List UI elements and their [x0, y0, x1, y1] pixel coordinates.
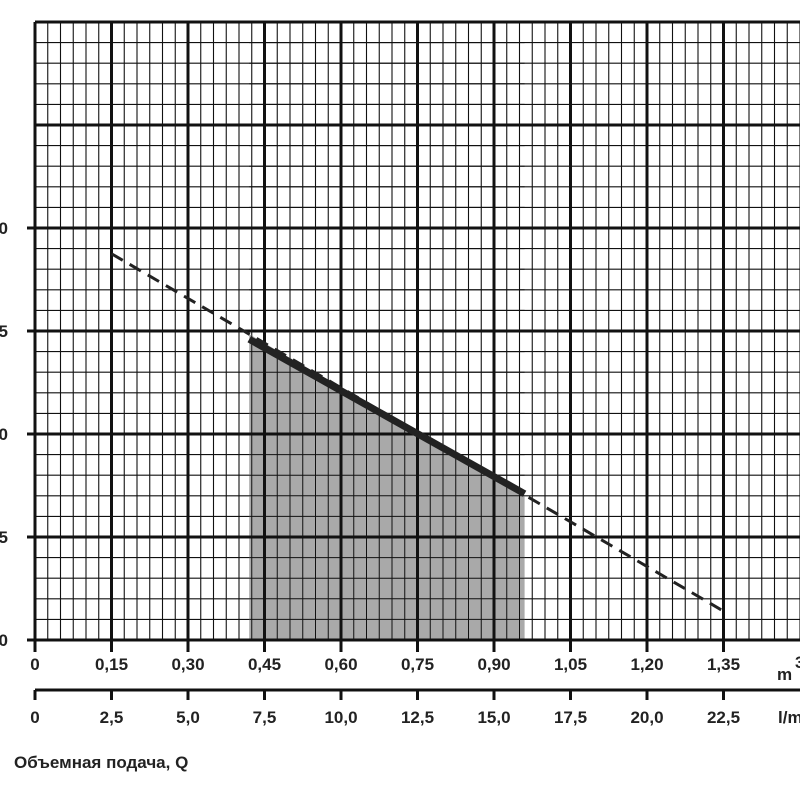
x-tick-label-lmin: 0	[30, 708, 39, 727]
x-tick-label-lmin: 12,5	[401, 708, 434, 727]
x-tick-label-lmin: 2,5	[100, 708, 124, 727]
axis-layer	[27, 22, 800, 700]
x-axis-title: Объемная подача, Q	[14, 753, 188, 772]
shaded-operating-region	[249, 334, 525, 640]
x-tick-label-m3: 1,20	[630, 655, 663, 674]
x-tick-label-m3: 1,05	[554, 655, 587, 674]
tick-labels-layer: 0 0,15 0,30 0,45 0,60 0,75 0,90 1,05 1,20 1,35 0 2,…	[0, 219, 800, 727]
series-layer	[110, 252, 725, 613]
x-tick-label-m3: 0,90	[477, 655, 510, 674]
x-unit-label-m3: m	[777, 665, 792, 684]
x-tick-label-m3: 0	[30, 655, 39, 674]
y-tick-label: 0	[0, 631, 8, 650]
x-tick-label-lmin: 7,5	[253, 708, 277, 727]
x-tick-label-lmin: 20,0	[630, 708, 663, 727]
x-tick-label-lmin: 15,0	[477, 708, 510, 727]
x-tick-label-m3: 0,15	[95, 655, 128, 674]
y-tick-label: 0	[0, 425, 8, 444]
major-grid	[33, 20, 800, 642]
y-tick-label: 5	[0, 322, 8, 341]
x-tick-label-m3: 0,30	[171, 655, 204, 674]
x-tick-label-m3: 1,35	[707, 655, 740, 674]
y-tick-label: 0	[0, 219, 8, 238]
x-tick-label-lmin: 17,5	[554, 708, 587, 727]
x-tick-label-lmin: 22,5	[707, 708, 740, 727]
dashed-curve-line	[110, 252, 725, 613]
x-tick-label-lmin: 5,0	[176, 708, 200, 727]
x-unit-superscript: 3	[795, 653, 800, 672]
operating-curve-line	[247, 336, 527, 497]
x-tick-label-lmin: 10,0	[324, 708, 357, 727]
x-tick-label-m3: 0,45	[248, 655, 281, 674]
x-unit-label-lmin: l/m	[778, 708, 800, 727]
y-tick-label: 5	[0, 528, 8, 547]
x-tick-label-m3: 0,60	[324, 655, 357, 674]
x-tick-label-m3: 0,75	[401, 655, 434, 674]
